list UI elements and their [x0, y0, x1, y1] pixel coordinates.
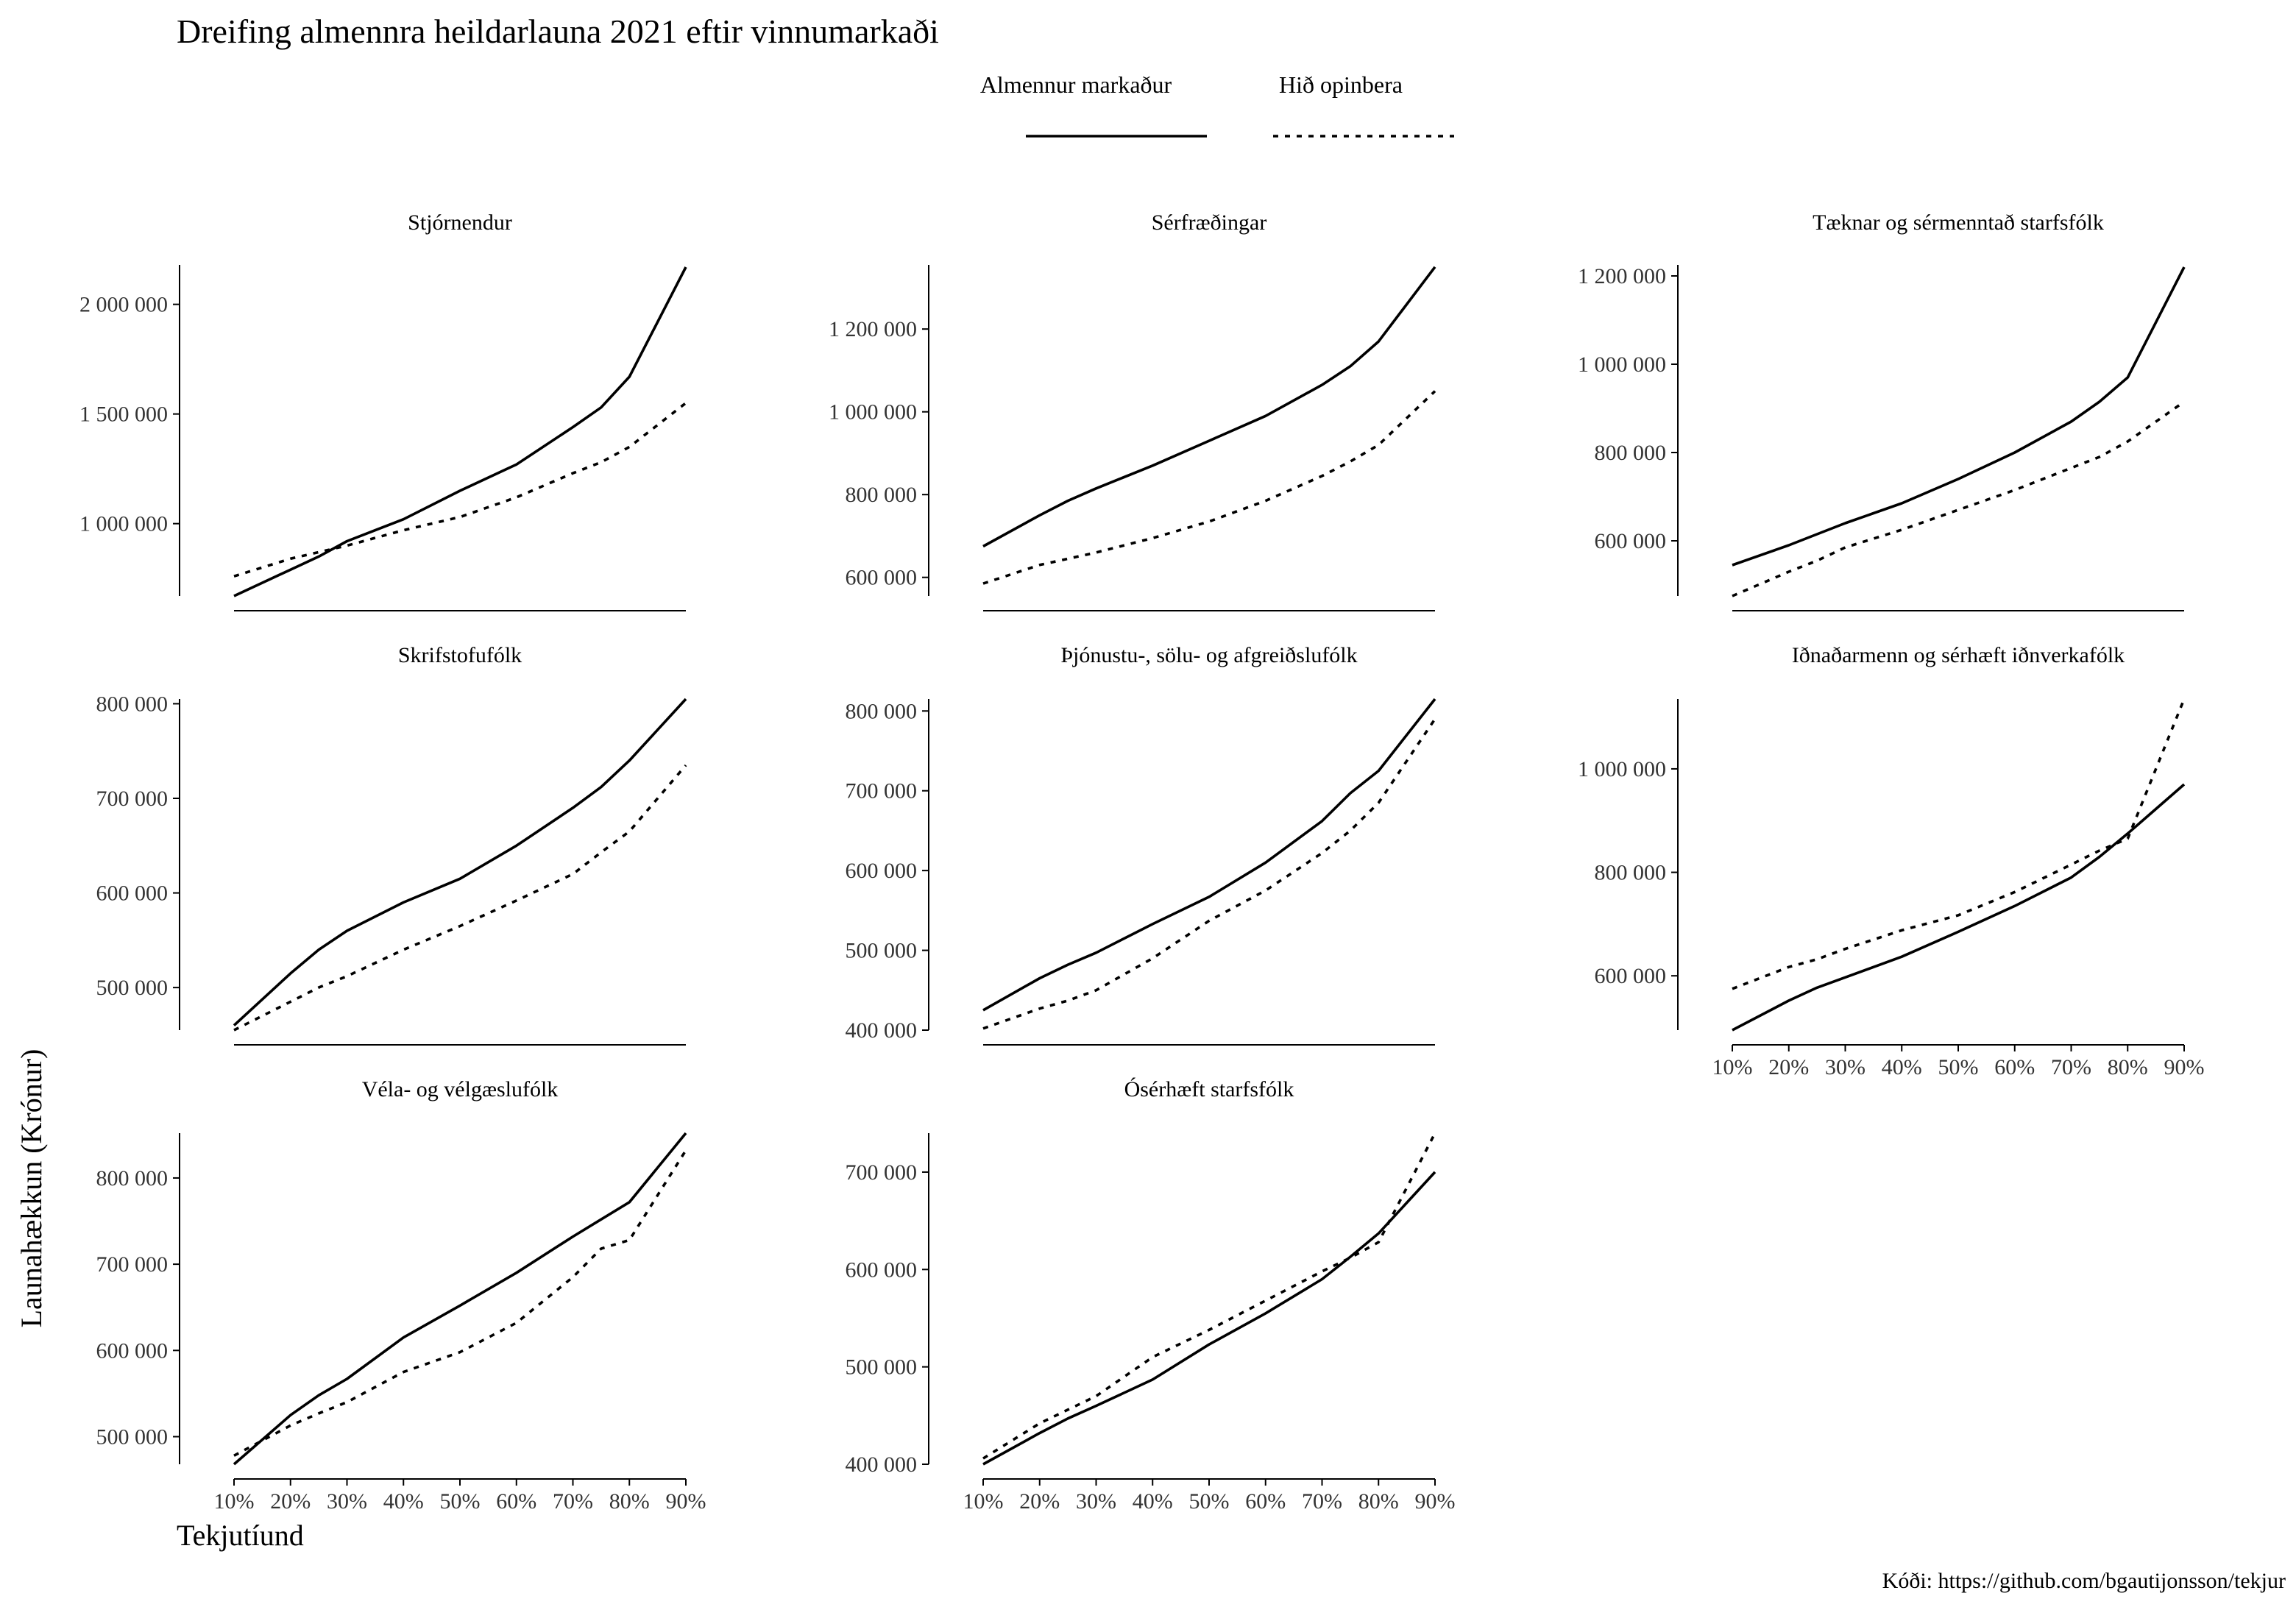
y-tick-label: 700 000 — [96, 1252, 169, 1277]
legend-label-public: Hið opinbera — [1279, 71, 1403, 98]
y-tick-label: 800 000 — [1595, 861, 1667, 885]
y-tick-label: 700 000 — [846, 779, 918, 804]
panel-4: Skrifstofufólk 500 000 600 000 700 000 800 0… — [96, 643, 687, 1046]
x-tick-label: 40% — [1133, 1489, 1173, 1514]
y-tick-label: 1 000 000 — [1578, 757, 1666, 781]
y-tick-label: 800 000 — [846, 483, 918, 507]
series-line-public — [982, 718, 1436, 1030]
x-tick-label: 10% — [963, 1489, 1004, 1514]
x-tick-label: 70% — [2051, 1055, 2091, 1079]
y-tick-label: 1 500 000 — [79, 402, 168, 427]
x-tick-label: 70% — [1302, 1489, 1342, 1514]
x-tick-label: 90% — [1415, 1489, 1456, 1514]
x-tick-label: 30% — [327, 1489, 367, 1514]
x-tick-label: 60% — [496, 1489, 536, 1514]
series-line-private — [233, 698, 687, 1026]
series-line-public — [982, 1132, 1436, 1460]
x-tick-label: 30% — [1076, 1489, 1116, 1514]
panel-title: Sérfræðingar — [1152, 210, 1267, 235]
x-tick-label: 80% — [609, 1489, 650, 1514]
series-line-private — [982, 1171, 1436, 1466]
y-tick-label: 1 000 000 — [829, 400, 917, 425]
series-line-private — [233, 1132, 687, 1466]
panel-2: Sérfræðingar 600 000 800 000 1 000 000 1 200… — [829, 210, 1436, 611]
series-line-public — [1732, 698, 2186, 990]
x-tick-label: 20% — [1768, 1055, 1809, 1079]
series-line-private — [1732, 266, 2186, 567]
series-line-private — [982, 266, 1436, 548]
x-axis-title: Tekjutíund — [177, 1519, 304, 1552]
y-tick-label: 600 000 — [846, 859, 918, 883]
y-tick-label: 600 000 — [846, 566, 918, 590]
x-tick-label: 50% — [440, 1489, 481, 1514]
series-line-public — [233, 764, 687, 1032]
x-tick-label: 20% — [1019, 1489, 1060, 1514]
y-tick-label: 700 000 — [96, 787, 169, 811]
series-line-private — [233, 266, 687, 597]
y-tick-label: 800 000 — [96, 1166, 169, 1191]
panel-7: Véla- og vélgæslufólk 500 000 600 000 700 0… — [96, 1077, 706, 1514]
y-tick-label: 600 000 — [96, 1338, 169, 1363]
y-tick-label: 800 000 — [1595, 441, 1667, 465]
panel-title: Iðnaðarmenn og sérhæft iðnverkafólk — [1792, 643, 2125, 667]
chart-title: Dreifing almennra heildarlauna 2021 efti… — [177, 13, 939, 50]
panel-3: Tæknar og sérmenntað starfsfólk 600 000 80… — [1578, 210, 2186, 611]
x-tick-label: 10% — [1712, 1055, 1753, 1079]
x-tick-label: 60% — [1245, 1489, 1286, 1514]
panel-title: Tæknar og sérmenntað starfsfólk — [1813, 210, 2104, 235]
x-tick-label: 90% — [2164, 1055, 2205, 1079]
series-line-public — [982, 390, 1436, 585]
y-tick-label: 400 000 — [846, 1452, 918, 1477]
y-tick-label: 800 000 — [846, 699, 918, 723]
panel-title: Stjórnendur — [408, 210, 512, 235]
series-line-public — [1732, 400, 2186, 597]
x-tick-label: 90% — [666, 1489, 706, 1514]
x-tick-label: 80% — [1358, 1489, 1399, 1514]
y-tick-label: 1 200 000 — [1578, 264, 1666, 288]
x-tick-label: 80% — [2108, 1055, 2148, 1079]
x-tick-label: 50% — [1189, 1489, 1230, 1514]
panel-6: Iðnaðarmenn og sérhæft iðnverkafólk 600 0… — [1578, 643, 2205, 1079]
panel-8: Ósérhæft starfsfólk 400 000 500 000 600 000… — [846, 1077, 1456, 1514]
y-tick-label: 2 000 000 — [79, 293, 168, 317]
panel-title: Véla- og vélgæslufólk — [362, 1077, 559, 1102]
x-tick-label: 60% — [1994, 1055, 2035, 1079]
caption: Kóði: https://github.com/bgautijonsson/t… — [1882, 1569, 2286, 1593]
y-tick-label: 500 000 — [96, 1425, 169, 1450]
y-tick-label: 600 000 — [96, 881, 169, 906]
y-tick-label: 1 200 000 — [829, 317, 917, 341]
panel-title: Skrifstofufólk — [398, 643, 522, 667]
series-line-private — [982, 698, 1436, 1012]
panel-1: Stjórnendur 1 000 000 1 500 000 2 000 000 — [79, 210, 687, 611]
x-tick-label: 70% — [553, 1489, 593, 1514]
y-tick-label: 600 000 — [846, 1257, 918, 1282]
x-tick-label: 40% — [383, 1489, 424, 1514]
y-tick-label: 400 000 — [846, 1018, 918, 1043]
x-tick-label: 20% — [270, 1489, 311, 1514]
x-tick-label: 50% — [1938, 1055, 1979, 1079]
facet-panels: Stjórnendur 1 000 000 1 500 000 2 000 000 Sé… — [79, 210, 2205, 1514]
panel-title: Ósérhæft starfsfólk — [1124, 1077, 1294, 1102]
legend: Almennur markaður Hið opinbera — [980, 71, 1454, 138]
series-line-public — [233, 1149, 687, 1457]
y-tick-label: 600 000 — [1595, 529, 1667, 553]
y-tick-label: 500 000 — [96, 976, 169, 1000]
panel-5: Þjónustu-, sölu- og afgreiðslufólk 400 00… — [846, 643, 1436, 1046]
panel-title: Þjónustu-, sölu- og afgreiðslufólk — [1060, 643, 1357, 667]
series-line-private — [1732, 783, 2186, 1032]
y-tick-label: 1 000 000 — [1578, 352, 1666, 377]
legend-label-private: Almennur markaður — [980, 71, 1172, 98]
y-axis-title: Launahækkun (Krónur) — [15, 1049, 48, 1328]
x-tick-label: 10% — [214, 1489, 255, 1514]
y-tick-label: 700 000 — [846, 1160, 918, 1185]
y-tick-label: 1 000 000 — [79, 512, 168, 536]
x-tick-label: 30% — [1825, 1055, 1866, 1079]
y-tick-label: 500 000 — [846, 939, 918, 963]
y-tick-label: 500 000 — [846, 1355, 918, 1380]
y-tick-label: 600 000 — [1595, 964, 1667, 988]
y-tick-label: 800 000 — [96, 692, 169, 716]
x-tick-label: 40% — [1882, 1055, 1922, 1079]
